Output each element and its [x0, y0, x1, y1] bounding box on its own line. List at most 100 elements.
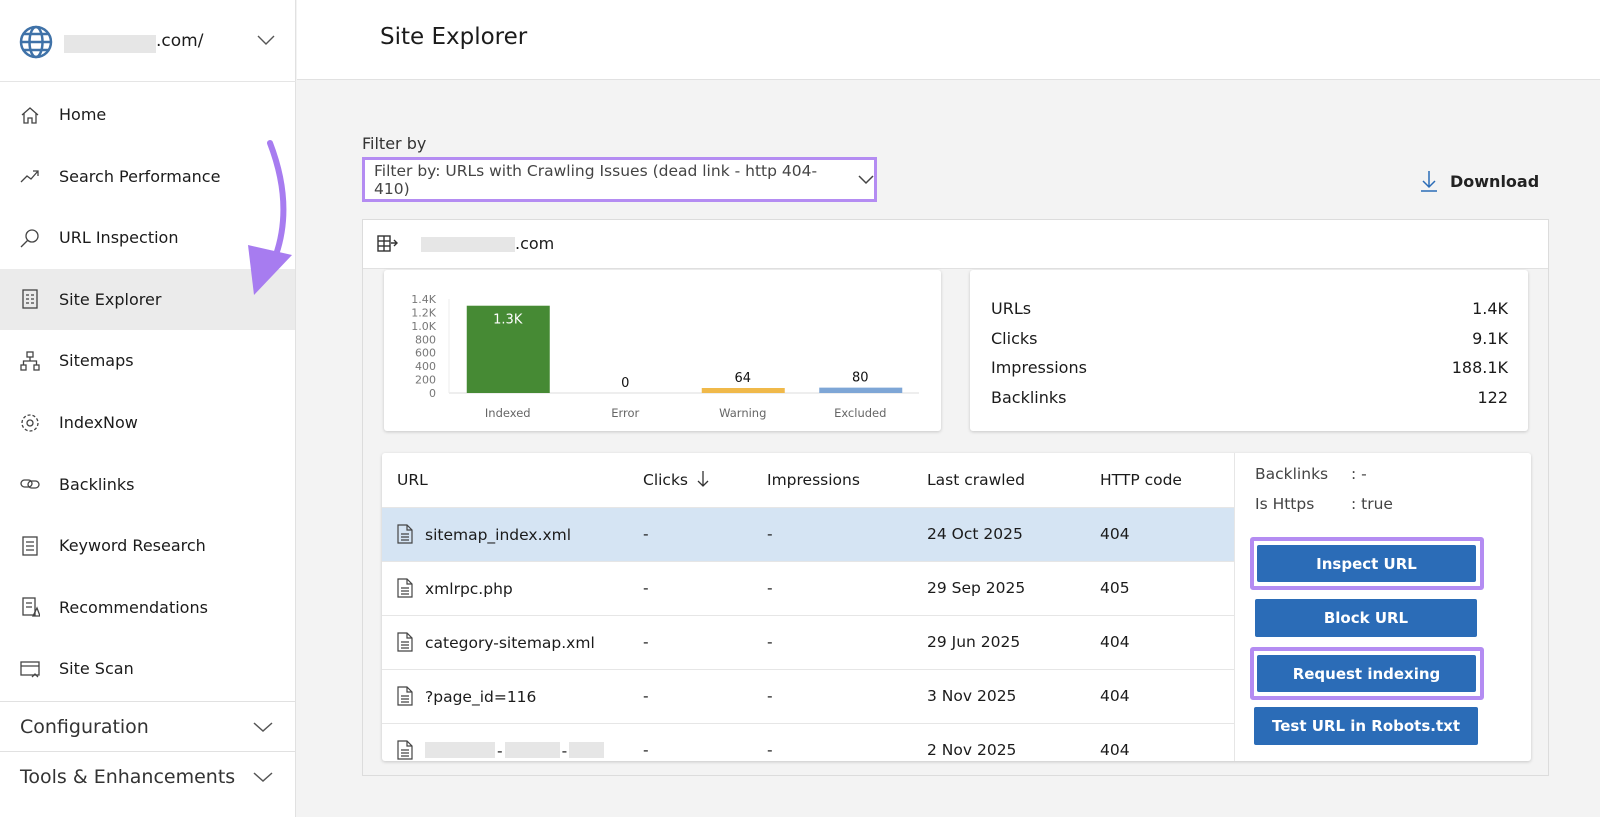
globe-icon	[19, 25, 53, 59]
recommendation-icon	[22, 597, 40, 617]
url-text: sitemap_index.xml	[425, 526, 572, 544]
trend-icon	[20, 170, 39, 183]
bar-warning[interactable]	[701, 388, 785, 393]
sidebar-item-keyword-research[interactable]: Keyword Research	[0, 515, 295, 576]
last-crawled-cell: 24 Oct 2025	[927, 507, 1100, 562]
section-configuration[interactable]: Configuration	[0, 701, 295, 751]
last-crawled-cell: 29 Sep 2025	[927, 561, 1100, 616]
stat-label: Backlinks	[991, 387, 1067, 407]
stat-row: Clicks 9.1K	[991, 324, 1508, 354]
y-tick-label: 1.4K	[411, 293, 436, 306]
detail-value: : true	[1351, 495, 1393, 513]
sidebar-item-label: Search Performance	[59, 166, 221, 186]
col-impressions[interactable]: Impressions	[767, 453, 927, 508]
sidebar-item-recommendations[interactable]: Recommendations	[0, 577, 295, 638]
sidebar-item-indexnow[interactable]: IndexNow	[0, 392, 295, 453]
link-icon	[20, 479, 40, 489]
sidebar-item-label: Sitemaps	[59, 351, 134, 371]
bar-indexed[interactable]	[466, 305, 550, 393]
url-table: URL Clicks Impressions Last crawled HTTP…	[382, 453, 1234, 761]
x-tick-label: Error	[611, 406, 639, 420]
y-tick-label: 0	[429, 387, 436, 400]
col-http-code[interactable]: HTTP code	[1100, 453, 1234, 508]
y-tick-label: 1.0K	[411, 320, 436, 333]
sidebar-item-url-inspection[interactable]: URL Inspection	[0, 207, 295, 268]
col-url[interactable]: URL	[382, 453, 643, 508]
page-title: Site Explorer	[380, 24, 528, 50]
table-row[interactable]: -- - - 2 Nov 2025 404	[382, 723, 1234, 761]
document-icon	[22, 536, 38, 556]
section-tools[interactable]: Tools & Enhancements	[0, 751, 295, 801]
sidebar-item-sitemaps[interactable]: Sitemaps	[0, 330, 295, 391]
sidebar-item-label: Recommendations	[59, 597, 208, 617]
stat-row: URLs 1.4K	[991, 294, 1508, 324]
sidebar-item-label: URL Inspection	[59, 228, 179, 248]
url-details-panel: Backlinks: - Is Https: true Inspect URL B…	[1234, 453, 1531, 761]
stat-value: 188.1K	[1451, 358, 1508, 378]
redacted-text	[504, 742, 560, 758]
sidebar-item-site-explorer[interactable]: Site Explorer	[0, 268, 295, 330]
sidebar-item-label: Site Scan	[59, 659, 134, 679]
y-tick-label: 200	[415, 374, 436, 387]
download-label: Download	[1450, 171, 1540, 191]
col-last-crawled[interactable]: Last crawled	[927, 453, 1100, 508]
impressions-cell: -	[767, 615, 927, 670]
clicks-cell: -	[643, 561, 767, 616]
data-label: 0	[621, 376, 629, 391]
y-tick-label: 400	[415, 360, 436, 373]
http-code-cell: 404	[1100, 669, 1234, 724]
last-crawled-cell: 2 Nov 2025	[927, 723, 1100, 761]
request-indexing-button[interactable]: Request indexing	[1257, 655, 1476, 692]
sitemap-icon	[20, 351, 40, 371]
search-icon	[20, 229, 39, 248]
table-row[interactable]: xmlrpc.php - - 29 Sep 2025 405	[382, 561, 1234, 616]
annotation-arrow-icon	[248, 140, 292, 295]
site-panel: .com 0 200 400 600 800 1.0K 1.2K 1.4K 1.3K Indexe…	[362, 219, 1549, 776]
sidebar-item-home[interactable]: Home	[0, 84, 295, 145]
domain-bar: .com	[363, 220, 1548, 269]
table-header: URL Clicks Impressions Last crawled HTTP…	[382, 453, 1234, 508]
sidebar-item-label: Keyword Research	[59, 536, 206, 556]
chevron-down-icon[interactable]	[257, 34, 275, 46]
test-robots-button[interactable]: Test URL in Robots.txt	[1254, 707, 1478, 745]
redacted-domain	[421, 237, 515, 252]
table-row[interactable]: sitemap_index.xml - - 24 Oct 2025 404	[382, 507, 1234, 562]
sidebar-item-search-performance[interactable]: Search Performance	[0, 146, 295, 207]
arrow-down-icon	[697, 471, 709, 488]
col-clicks-label: Clicks	[643, 471, 689, 490]
sidebar-item-label: Site Explorer	[59, 289, 162, 309]
detail-value: : -	[1351, 465, 1367, 483]
col-clicks[interactable]: Clicks	[643, 453, 767, 508]
impressions-cell: -	[767, 507, 927, 562]
file-icon	[397, 686, 413, 706]
table-row[interactable]: ?page_id=116 - - 3 Nov 2025 404	[382, 669, 1234, 724]
stat-label: Clicks	[991, 328, 1038, 348]
download-button[interactable]: Download	[1420, 170, 1539, 192]
table-row[interactable]: category-sitemap.xml - - 29 Jun 2025 404	[382, 615, 1234, 670]
domain-suffix: .com	[515, 234, 555, 253]
file-icon	[397, 524, 413, 544]
detail-row: Is Https: true	[1255, 489, 1393, 519]
clicks-cell: -	[643, 723, 767, 761]
filter-value: Filter by: URLs with Crawling Issues (de…	[374, 161, 818, 198]
block-url-button[interactable]: Block URL	[1255, 599, 1477, 637]
inspect-url-button[interactable]: Inspect URL	[1257, 545, 1476, 582]
file-icon	[397, 740, 413, 760]
sidebar-item-site-scan[interactable]: Site Scan	[0, 638, 295, 699]
impressions-cell: -	[767, 723, 927, 761]
chevron-down-icon	[253, 721, 273, 732]
http-code-cell: 405	[1100, 561, 1234, 616]
url-text: ?page_id=116	[425, 688, 537, 706]
page-header: Site Explorer	[297, 0, 1600, 80]
sidebar-item-label: Home	[59, 105, 107, 124]
file-icon	[397, 578, 413, 598]
scan-icon	[20, 661, 40, 678]
sidebar-item-backlinks[interactable]: Backlinks	[0, 454, 295, 515]
url-text: xmlrpc.php	[425, 580, 513, 598]
clicks-cell: -	[643, 615, 767, 670]
last-crawled-cell: 3 Nov 2025	[927, 669, 1100, 724]
site-selector[interactable]: .com/	[0, 0, 296, 82]
filter-dropdown[interactable]: Filter by: URLs with Crawling Issues (de…	[362, 157, 877, 202]
bar-excluded[interactable]	[819, 387, 903, 393]
sidebar-item-label: Backlinks	[59, 474, 135, 494]
